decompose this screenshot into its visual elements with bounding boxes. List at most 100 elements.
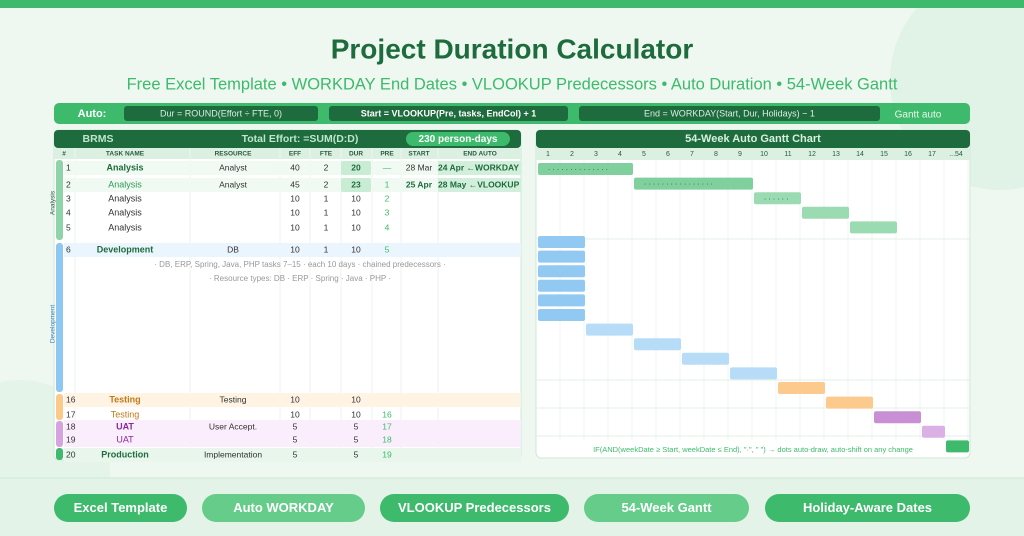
- group-bar: [56, 394, 63, 420]
- week-label: 12: [808, 151, 816, 158]
- cell: 16: [382, 409, 392, 419]
- formula: End = WORKDAY(Start, Dur, Holidays) − 1: [644, 108, 815, 118]
- cell: 16: [66, 394, 76, 404]
- cell: 19: [66, 434, 76, 444]
- week-row: [536, 148, 970, 160]
- gantt-bar: [538, 309, 585, 321]
- cell: 5: [385, 244, 390, 254]
- note: · Resource types: DB · ERP · Spring · Ja…: [209, 274, 391, 283]
- cell: Analyst: [219, 162, 248, 172]
- gantt-bar: [778, 382, 825, 394]
- gantt-bar: [538, 250, 585, 263]
- cell: 5: [354, 421, 359, 431]
- week-label: 8: [714, 151, 718, 158]
- gantt-panel: [535, 129, 971, 459]
- pill: [765, 494, 970, 522]
- gantt-bar: [754, 192, 801, 205]
- column-header: TASK NAME: [106, 151, 145, 158]
- pill-label: Holiday-Aware Dates: [803, 500, 932, 515]
- week-label: 1: [546, 151, 550, 158]
- cell: 6: [66, 244, 71, 254]
- gantt-bar: [682, 352, 729, 365]
- dur-badge: [341, 161, 371, 175]
- week-label: 10: [760, 151, 768, 158]
- cell: 2: [385, 193, 390, 203]
- cell: 10: [351, 244, 361, 254]
- gantt-bar: [946, 440, 969, 453]
- week-label: 2: [570, 151, 574, 158]
- week-label: 4: [618, 151, 622, 158]
- cell: Testing: [220, 394, 247, 404]
- gantt-footer: IF(AND(weekDate ≥ Start, weekDate ≤ End)…: [593, 445, 913, 454]
- row-bg: [64, 161, 521, 175]
- cell: 10: [290, 207, 300, 217]
- cell: 20: [66, 449, 76, 459]
- cell: UAT: [116, 434, 134, 444]
- column-header-row: [54, 148, 521, 159]
- cell: 28 Mar: [406, 162, 433, 172]
- gantt-bar: [538, 236, 585, 248]
- cell: 10: [290, 244, 300, 254]
- cell: 5: [293, 449, 298, 459]
- cell: 18: [382, 434, 392, 444]
- group-bar: [56, 448, 63, 460]
- cell: Analysis: [108, 193, 142, 203]
- gantt-bar: [538, 265, 585, 278]
- gantt-bar: [730, 367, 777, 380]
- cell: Analysis: [108, 222, 142, 232]
- cell: 1: [385, 179, 390, 189]
- effort-label: Total Effort: =SUM(D:D): [242, 133, 359, 145]
- column-header: EFF: [289, 151, 301, 158]
- column-header: #: [62, 151, 66, 158]
- cell: Development: [97, 244, 154, 254]
- cell: UAT: [116, 421, 134, 431]
- cell: 28 May ←VLOOKUP: [438, 179, 520, 189]
- gantt-bar: [850, 221, 897, 234]
- cell: 5: [293, 421, 298, 431]
- cell: Analysis: [108, 207, 142, 217]
- gantt-bar: [826, 396, 873, 409]
- gantt-bar: [922, 425, 945, 438]
- column-header: RESOURCE: [215, 151, 253, 158]
- row-bg: [64, 433, 521, 447]
- cell: 5: [354, 434, 359, 444]
- cell: 5: [66, 222, 71, 232]
- week-label: 6: [666, 151, 670, 158]
- cell: 10: [351, 394, 361, 404]
- top-strip: [0, 0, 1024, 8]
- week-label: 11: [784, 151, 791, 158]
- cell: 25 Apr: [406, 179, 433, 189]
- gantt-bar: [538, 279, 585, 292]
- week-label: 13: [832, 151, 840, 158]
- row-bg: [64, 243, 521, 257]
- end-badge: [438, 161, 521, 175]
- gantt-title: 54-Week Auto Gantt Chart: [685, 133, 821, 145]
- gantt-bar: [586, 323, 633, 336]
- dur-badge: [341, 178, 371, 192]
- week-label: 7: [690, 151, 694, 158]
- gantt-bar: [802, 206, 849, 219]
- formula-box: [579, 106, 880, 121]
- group-label: Analysis: [50, 190, 57, 215]
- formula: Start = VLOOKUP(Pre, tasks, EndCol) + 1: [361, 108, 537, 118]
- row-bg: [64, 448, 521, 462]
- week-label: 17: [928, 151, 936, 158]
- pill: [54, 494, 187, 522]
- week-label: 5: [642, 151, 646, 158]
- column-header: START: [408, 151, 429, 158]
- project: BRMS: [83, 133, 114, 145]
- cell: 3: [66, 193, 71, 203]
- cell: 2: [324, 179, 329, 189]
- end-badge: [438, 178, 521, 192]
- cell: 10: [290, 193, 300, 203]
- gantt-bar: [634, 177, 753, 190]
- gantt-header: [536, 130, 970, 148]
- formula-box: [124, 106, 318, 121]
- cell: —: [383, 162, 392, 172]
- group-label: Development: [50, 305, 57, 343]
- pill-label: Auto WORKDAY: [233, 500, 334, 515]
- cell: 2: [66, 179, 71, 189]
- cell: 4: [385, 222, 390, 232]
- row-bg: [64, 393, 521, 407]
